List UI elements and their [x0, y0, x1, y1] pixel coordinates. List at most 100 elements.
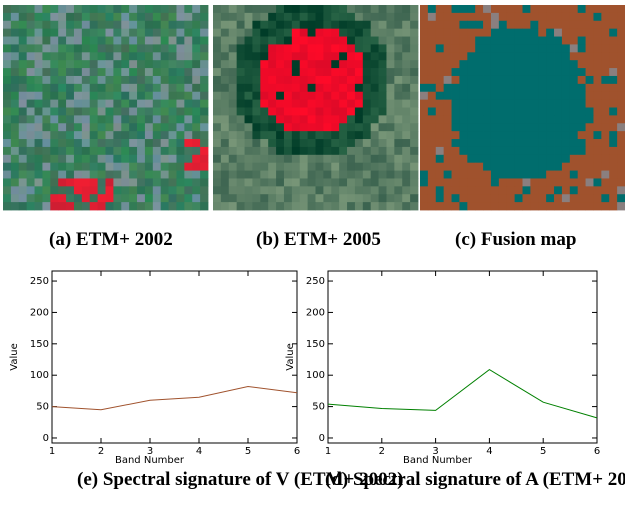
- pixel: [34, 178, 43, 187]
- pixel: [593, 146, 602, 156]
- pixel: [514, 115, 523, 124]
- pixel: [144, 139, 154, 148]
- pixel: [160, 20, 169, 30]
- pixel: [451, 68, 460, 77]
- pixel: [200, 83, 209, 93]
- pixel: [354, 52, 364, 61]
- pixel: [299, 5, 309, 14]
- pixel: [307, 36, 316, 45]
- pixel: [609, 99, 618, 108]
- pixel: [530, 194, 539, 203]
- pixel: [498, 162, 508, 171]
- pixel: [323, 91, 332, 101]
- pixel: [50, 75, 59, 85]
- pixel: [347, 91, 356, 101]
- pixel: [402, 123, 411, 132]
- pixel: [307, 12, 316, 22]
- pixel: [268, 115, 277, 124]
- pixel: [113, 194, 122, 203]
- pixel: [347, 202, 356, 211]
- pixel: [554, 139, 563, 148]
- pixel: [331, 123, 340, 132]
- pixel: [291, 202, 301, 211]
- pixel: [244, 139, 253, 148]
- pixel: [220, 170, 230, 179]
- y-axis-label: Value: [9, 343, 20, 370]
- pixel: [467, 60, 476, 69]
- pixel: [498, 12, 508, 22]
- pixel: [66, 107, 75, 116]
- pixel: [260, 28, 269, 37]
- pixel: [228, 154, 238, 164]
- pixel: [561, 91, 571, 101]
- pixel: [58, 5, 67, 14]
- pixel: [569, 20, 579, 30]
- pixel: [26, 5, 35, 14]
- y-tick-label: 0: [319, 433, 325, 444]
- pixel: [10, 60, 20, 69]
- pixel: [378, 115, 387, 124]
- pixel: [546, 131, 555, 140]
- pixel: [617, 91, 625, 101]
- pixel: [522, 28, 531, 37]
- pixel: [475, 91, 484, 101]
- pixel: [593, 186, 602, 195]
- pixel: [546, 91, 555, 101]
- pixel: [339, 139, 348, 148]
- pixel: [593, 99, 602, 108]
- pixel: [200, 162, 209, 171]
- pixel: [490, 115, 500, 124]
- pixel: [10, 131, 20, 140]
- pixel: [81, 131, 91, 140]
- pixel: [617, 146, 625, 156]
- pixel: [315, 60, 324, 69]
- pixel: [268, 28, 277, 37]
- pixel: [483, 154, 492, 164]
- pixel: [362, 75, 372, 85]
- pixel: [402, 83, 411, 93]
- pixel: [66, 44, 75, 53]
- pixel: [530, 28, 539, 37]
- pixel: [268, 44, 277, 53]
- pixel: [506, 52, 516, 61]
- pixel: [113, 75, 122, 85]
- x-tick-label: 1: [325, 446, 331, 457]
- pixel: [370, 123, 379, 132]
- pixel: [459, 186, 468, 195]
- pixel: [137, 154, 146, 164]
- pixel: [105, 83, 114, 93]
- pixel: [394, 91, 403, 101]
- pixel: [451, 107, 460, 116]
- pixel: [394, 36, 403, 45]
- pixel: [315, 139, 324, 148]
- pixel: [34, 146, 43, 156]
- pixel: [276, 12, 285, 22]
- pixel: [601, 44, 610, 53]
- pixel: [538, 36, 547, 45]
- pixel: [514, 91, 523, 101]
- pixel: [410, 123, 419, 132]
- pixel: [184, 186, 193, 195]
- pixel: [213, 99, 222, 108]
- pixel: [3, 146, 12, 156]
- pixel: [323, 186, 332, 195]
- pixel: [490, 146, 500, 156]
- pixel: [443, 28, 452, 37]
- pixel: [593, 5, 602, 14]
- pixel: [144, 131, 154, 140]
- pixel: [18, 115, 28, 124]
- pixel: [386, 170, 395, 179]
- pixel: [331, 83, 340, 93]
- series-line: [51, 385, 298, 411]
- pixel: [121, 123, 130, 132]
- pixel: [3, 170, 12, 179]
- pixel: [443, 5, 452, 14]
- pixel: [410, 83, 419, 93]
- pixel: [144, 194, 154, 203]
- pixel: [176, 162, 185, 171]
- pixel: [192, 36, 201, 45]
- pixel: [58, 68, 67, 77]
- pixel: [483, 170, 492, 179]
- pixel: [323, 202, 332, 211]
- pixel: [394, 170, 403, 179]
